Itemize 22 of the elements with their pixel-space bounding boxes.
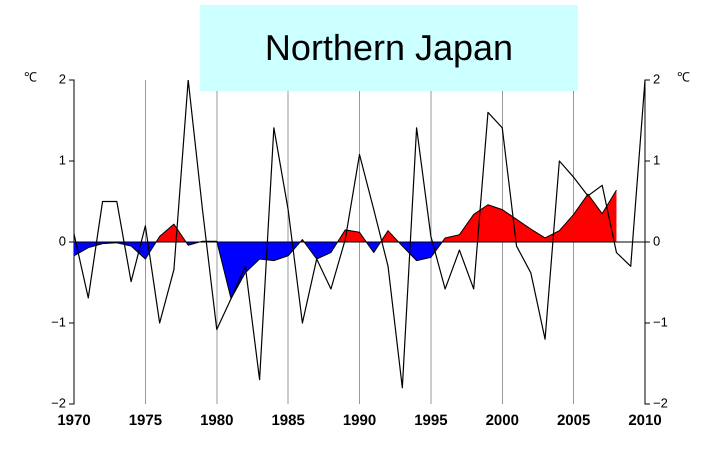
x-tick-label: 1995 [414,412,448,430]
x-tick-label: 2005 [556,412,590,430]
y-tick-label: 0 [58,234,66,249]
x-tick-label: 2000 [486,412,519,430]
x-tick-label: 1970 [57,412,91,430]
x-tick-label: 1980 [200,412,234,430]
y-tick-label: −2 [51,396,66,411]
y-tick-label: 2 [58,72,66,87]
y-axis-title: ℃ [24,70,37,85]
x-tick-label: 1990 [342,412,376,430]
y2-tick-label: 1 [653,152,660,168]
y2-tick-label: −1 [653,314,668,330]
y-tick-label: −1 [51,314,66,330]
x-tick-label: 2010 [628,412,662,430]
y2-tick-label: 0 [653,234,660,249]
x-tick-label: 1975 [128,412,162,430]
y2-tick-label: 2 [653,72,660,87]
y2-axis-title: ℃ [677,70,690,85]
title-panel: Northern Japan [200,5,578,91]
x-tick-label: 1985 [271,412,305,430]
y-tick-label: 1 [58,152,66,168]
y2-tick-label: −2 [653,396,668,411]
